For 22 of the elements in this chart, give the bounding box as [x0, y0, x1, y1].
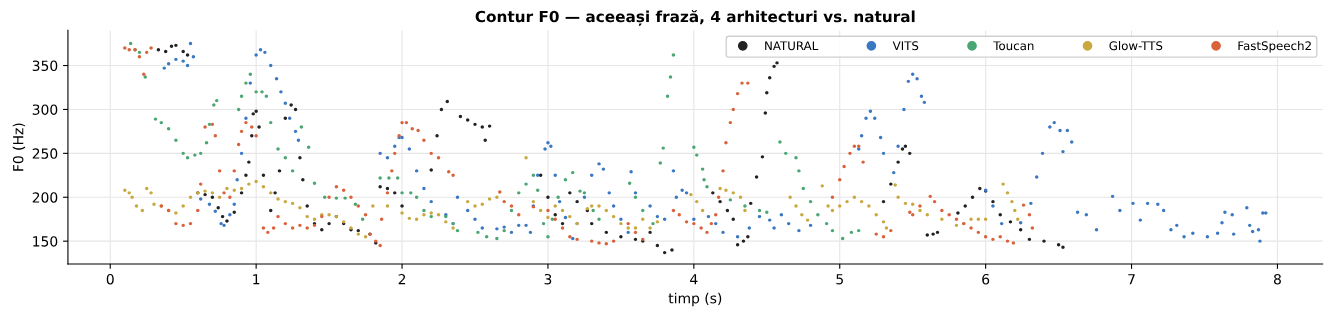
y-tick-label: 200 — [32, 192, 58, 203]
x-tick-label: 7 — [1128, 274, 1135, 285]
x-tick-label: 8 — [1273, 273, 1281, 285]
x-tick-label: 2 — [398, 273, 406, 285]
x-axis-title: timp (s) — [668, 292, 722, 307]
y-tick-label: 300 — [32, 104, 58, 115]
x-tick-label: 4 — [690, 274, 698, 285]
y-tick-label: 150 — [33, 236, 58, 247]
chart-title: Contur F0 — aceeași frază, 4 arhitecturi vs. natural — [475, 10, 915, 26]
x-tick-label: 1 — [253, 274, 260, 285]
legend-label: Toucan — [993, 41, 1034, 51]
legend-label: NATURAL — [765, 41, 819, 51]
x-tick-label: 0 — [106, 273, 114, 285]
y-tick-label: 350 — [32, 60, 58, 71]
y-axis-title: F0 (Hz) — [12, 123, 26, 171]
x-tick-label: 3 — [544, 273, 552, 285]
x-tick-label: 5 — [836, 274, 843, 285]
legend-label: FastSpeech2 — [1238, 41, 1311, 53]
y-tick-label: 250 — [32, 148, 58, 159]
legend-label: VITS — [892, 41, 919, 51]
legend-label: Glow-TTS — [1109, 41, 1163, 51]
x-tick-label: 6 — [982, 273, 990, 285]
